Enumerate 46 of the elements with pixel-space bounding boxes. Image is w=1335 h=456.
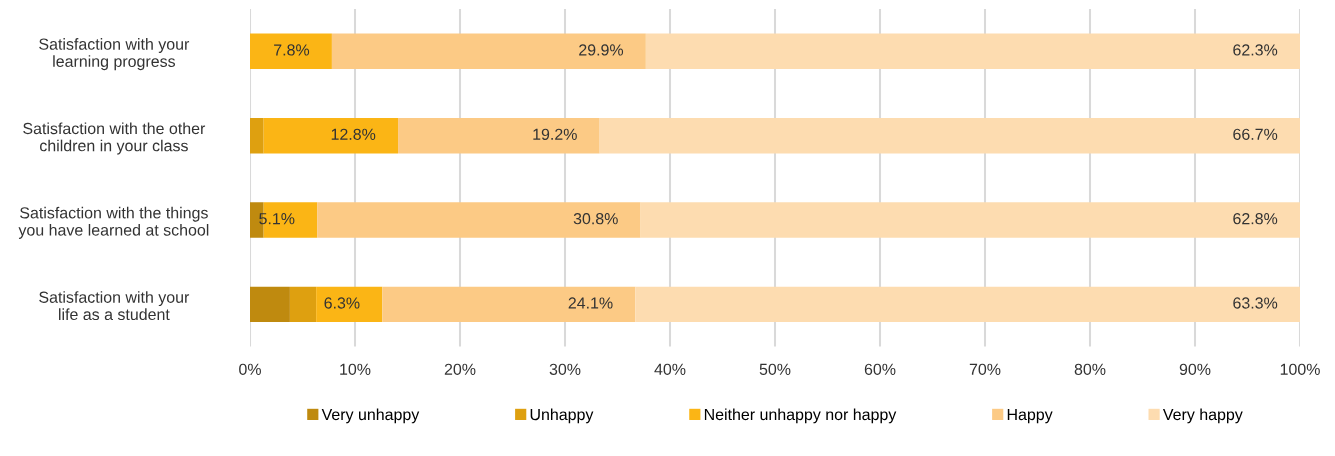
legend-label: Unhappy <box>530 408 594 424</box>
x-tick-label: 20% <box>444 363 476 375</box>
bar <box>289 286 317 323</box>
bar <box>398 117 600 154</box>
data-label: 5.1% <box>259 213 295 225</box>
data-label: 24.1% <box>568 297 613 309</box>
bar <box>635 286 1300 323</box>
bar <box>250 33 332 70</box>
data-label: 19.2% <box>533 128 577 140</box>
legend-label: Very happy <box>1162 408 1243 424</box>
bar <box>250 117 264 154</box>
bar <box>316 286 383 323</box>
x-tick-label: 70% <box>969 363 1001 375</box>
y-tick-label: Satisfaction with the other children in your class <box>23 122 206 155</box>
x-tick-label: 50% <box>759 363 791 375</box>
data-label: 63.3% <box>1233 297 1278 309</box>
bar <box>645 33 1300 70</box>
x-tick-label: 100% <box>1280 363 1320 375</box>
y-tick-label: Satisfaction with the things you have learned at school <box>18 206 209 239</box>
data-label: 6.3% <box>324 297 360 309</box>
x-tick-label: 0% <box>239 363 261 375</box>
y-tick-label: Satisfaction with your life as a student <box>39 291 190 321</box>
bar <box>640 202 1300 238</box>
data-label: 62.8% <box>1233 213 1278 225</box>
legend-label: Happy <box>1007 408 1053 424</box>
bar <box>382 286 636 323</box>
x-tick-label: 10% <box>340 363 371 375</box>
x-tick-label: 90% <box>1179 363 1211 375</box>
legend-label: Neither unhappy nor happy <box>704 408 897 424</box>
x-tick-label: 60% <box>864 363 896 375</box>
x-tick-label: 30% <box>549 363 581 375</box>
x-tick-label: 40% <box>654 363 686 375</box>
data-label: 66.7% <box>1233 128 1278 140</box>
data-label: 30.8% <box>573 213 618 225</box>
bar <box>331 33 646 70</box>
bar <box>263 117 399 154</box>
bar <box>250 286 290 323</box>
data-label: 62.3% <box>1233 44 1278 56</box>
data-label: 7.8% <box>274 44 310 56</box>
x-tick-label: 80% <box>1074 363 1106 375</box>
data-label: 12.8% <box>331 128 376 140</box>
bar <box>599 117 1300 154</box>
bar <box>317 202 641 238</box>
y-tick-label: Satisfaction with your learning progress <box>39 38 190 71</box>
legend-label: Very unhappy <box>321 408 420 424</box>
data-label: 29.9% <box>579 44 624 56</box>
